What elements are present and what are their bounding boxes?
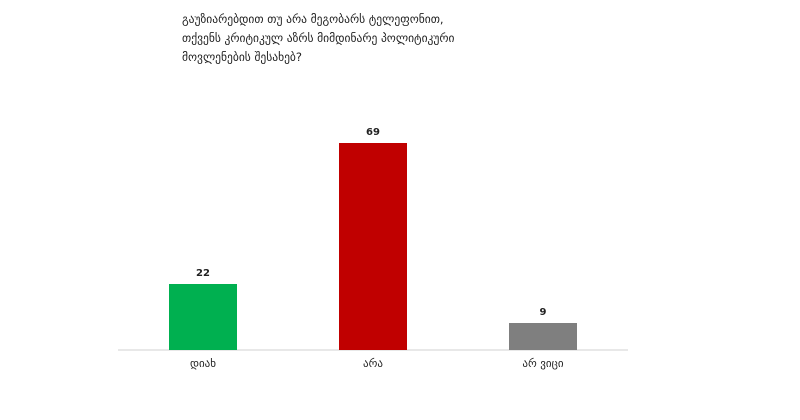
x-tick-label: არ ვიცი [522, 357, 563, 370]
bar [509, 323, 577, 350]
x-tick-label: დიახ [190, 357, 216, 370]
value-label: 22 [196, 268, 210, 279]
bar [339, 143, 407, 350]
value-label: 9 [540, 307, 547, 318]
chart-title: გაუზიარებდით თუ არა მეგობარს ტელეფონით, … [182, 12, 455, 64]
x-tick-label: არა [363, 357, 383, 370]
bar [169, 284, 237, 350]
value-label: 69 [366, 127, 380, 138]
